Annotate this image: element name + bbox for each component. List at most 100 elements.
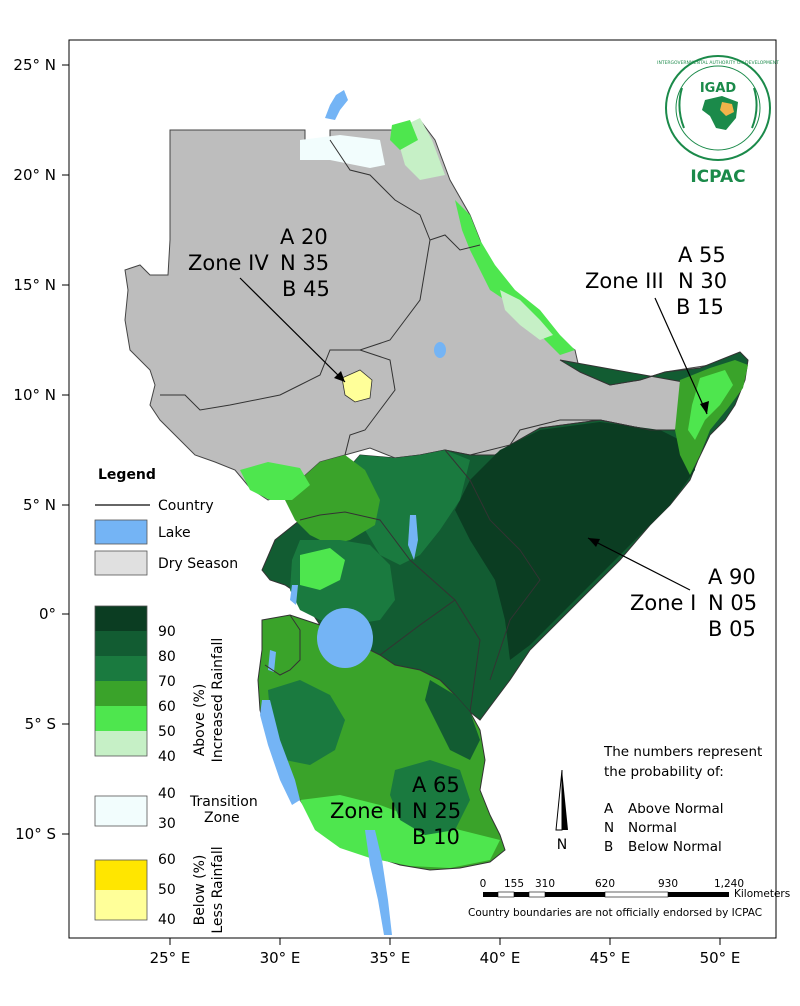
lat-label: 15° N: [13, 276, 56, 294]
logo-acronym: IGAD: [700, 81, 737, 96]
svg-text:Zone IV: Zone IV: [188, 251, 269, 275]
svg-text:Normal: Normal: [628, 820, 677, 836]
svg-text:N: N: [557, 837, 567, 853]
lon-label: 40° E: [480, 949, 521, 967]
svg-text:0: 0: [480, 878, 487, 890]
svg-text:40: 40: [158, 912, 176, 928]
svg-text:A 55: A 55: [678, 243, 726, 267]
lat-label: 0°: [39, 605, 56, 623]
legend-above-70: [95, 656, 147, 681]
svg-text:Zone II: Zone II: [330, 799, 403, 823]
zone-i-arrowhead: [588, 538, 600, 547]
svg-text:the probability of:: the probability of:: [604, 764, 724, 780]
lat-label: 20° N: [13, 166, 56, 184]
legend-above-60: [95, 681, 147, 706]
north-arrow: N: [555, 769, 568, 853]
legend-transition-swatch: [94, 795, 148, 827]
svg-text:The numbers represent: The numbers represent: [603, 744, 762, 760]
zone-i-darkest: [455, 422, 695, 660]
icpac-logo: IGAD ICPAC INTERGOVERNMENTAL AUTHORITY O…: [657, 55, 779, 187]
svg-text:60: 60: [158, 852, 176, 868]
uganda-light: [300, 548, 345, 590]
zone-iii-arrow: [654, 297, 708, 415]
svg-text:A: A: [604, 801, 614, 817]
svg-text:50: 50: [158, 882, 176, 898]
latitude-axis: 25° N 20° N 15° N 10° N 5° N 0° 5° S 10°…: [13, 56, 69, 843]
lat-label: 10° N: [13, 386, 56, 404]
logo-laurel: [678, 87, 758, 129]
svg-text:N 35: N 35: [280, 251, 329, 275]
tanzania-bright-south: [300, 795, 500, 868]
svg-text:N: N: [604, 820, 614, 836]
legend-above-80: [95, 631, 147, 656]
svg-text:40: 40: [158, 749, 176, 765]
lake-malawi: [365, 830, 392, 935]
svg-text:Lake: Lake: [158, 525, 191, 541]
svg-text:Zone I: Zone I: [630, 591, 696, 615]
lon-label: 35° E: [370, 949, 411, 967]
legend-below-50: [95, 890, 147, 920]
lat-label: 10° S: [15, 825, 56, 843]
svg-text:Transition: Transition: [189, 794, 258, 810]
legend-above-40: [95, 731, 147, 756]
eritrea-coast-light: [500, 290, 553, 340]
country-borders: [160, 139, 675, 713]
legend-title: Legend: [98, 467, 156, 483]
lake-kivu-tanganyika-north: [268, 650, 276, 672]
svg-text:310: 310: [535, 878, 555, 890]
lake-turkana: [408, 515, 418, 560]
zone-i-annotation: A 90 Zone I N 05 B 05: [587, 537, 757, 641]
svg-text:1,240: 1,240: [714, 878, 744, 890]
legend: Legend Country Lake Dry Season 90 80 70 …: [94, 467, 258, 934]
svg-text:Above Normal: Above Normal: [628, 801, 724, 817]
disclaimer: Country boundaries are not officially en…: [468, 907, 762, 919]
tanzania-dark-west: [268, 680, 345, 765]
logo-ring-text: INTERGOVERNMENTAL AUTHORITY ON DEVELOPME…: [657, 60, 779, 66]
svg-text:B 15: B 15: [676, 295, 724, 319]
logo-org: ICPAC: [690, 167, 745, 187]
scale-bar: 0 155 310 620 930 1,240 Kilometers Count…: [468, 878, 790, 919]
legend-dry-swatch: [94, 550, 148, 576]
svg-text:Above (%): Above (%): [192, 684, 208, 757]
north-white-patch: [300, 135, 385, 168]
svg-text:155: 155: [504, 878, 524, 890]
lat-label: 5° N: [23, 496, 56, 514]
lat-label: 25° N: [13, 56, 56, 74]
south-sudan-bright: [240, 462, 310, 500]
kenya-coast-dark: [425, 680, 480, 760]
svg-text:80: 80: [158, 649, 176, 665]
legend-lake-swatch: [94, 519, 148, 545]
svg-text:620: 620: [595, 878, 615, 890]
logo-igad-region: [720, 102, 734, 116]
svg-text:N 25: N 25: [412, 799, 461, 823]
lat-label: 5° S: [25, 715, 56, 733]
south-sudan-green: [285, 455, 380, 545]
svg-text:Below Normal: Below Normal: [628, 839, 722, 855]
zone-iv-yellow: [341, 369, 373, 403]
svg-text:B: B: [604, 839, 613, 855]
svg-text:90: 90: [158, 624, 176, 640]
north-green-patch: [390, 120, 418, 150]
zone-ii-annotation: A 65 Zone II N 25 B 10: [330, 773, 461, 849]
zone-iii-bright: [688, 370, 733, 440]
svg-text:930: 930: [658, 878, 678, 890]
lon-label: 25° E: [150, 949, 191, 967]
svg-text:40: 40: [158, 786, 176, 802]
svg-text:Below (%): Below (%): [192, 855, 208, 926]
lake-victoria: [317, 608, 373, 668]
svg-text:Less Rainfall: Less Rainfall: [210, 846, 226, 933]
eritrea-coast-strip: [455, 200, 575, 355]
tanzania-dark-center: [390, 760, 470, 835]
lon-label: 30° E: [260, 949, 301, 967]
zone-iv-arrow: [239, 277, 346, 383]
svg-text:B 10: B 10: [412, 825, 460, 849]
lake-albert: [290, 585, 298, 605]
svg-text:A 90: A 90: [708, 565, 756, 589]
svg-text:A 65: A 65: [412, 773, 460, 797]
svg-text:N 30: N 30: [678, 269, 727, 293]
svg-text:Kilometers: Kilometers: [734, 888, 790, 900]
svg-text:50: 50: [158, 724, 176, 740]
zone-iii-annotation: A 55 Zone III N 30 B 15: [585, 243, 727, 415]
svg-text:B 05: B 05: [708, 617, 756, 641]
